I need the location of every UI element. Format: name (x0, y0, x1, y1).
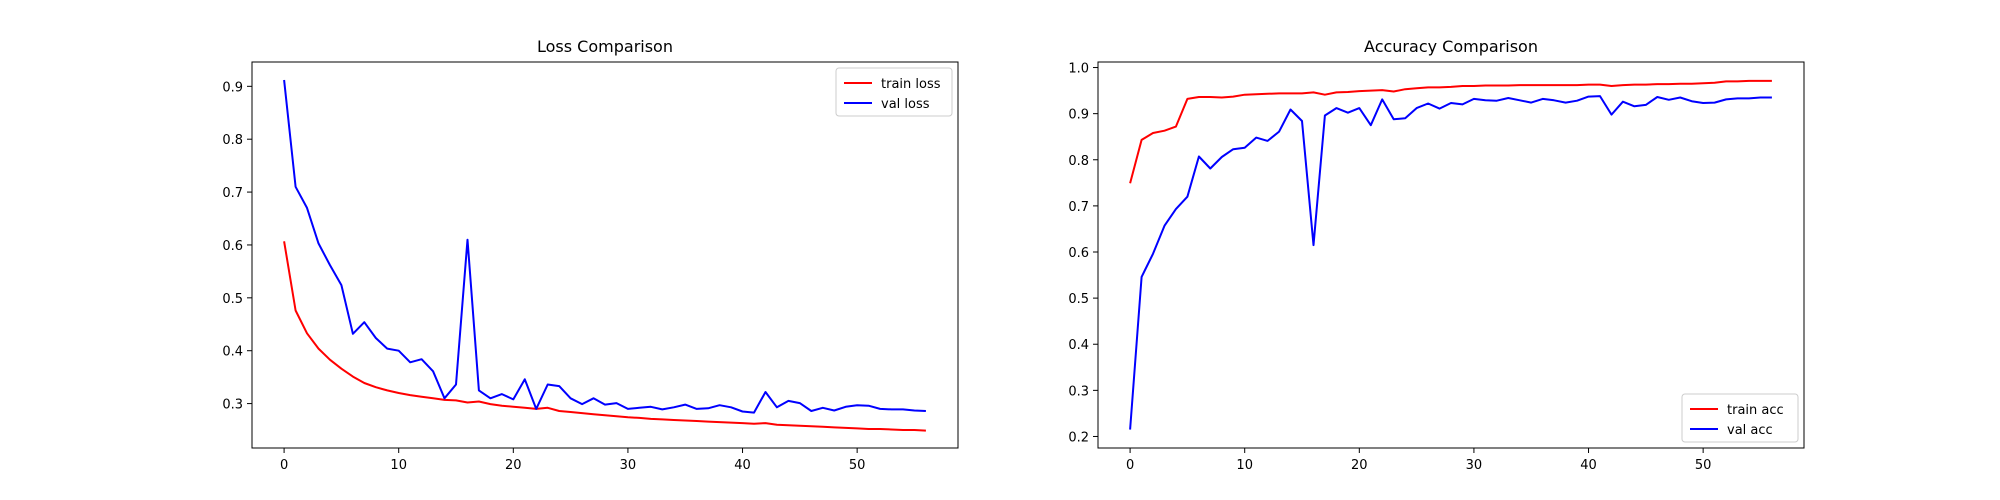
series-line-val-acc (1129, 95, 1772, 430)
y-tick-label: 0.5 (1068, 292, 1089, 307)
x-tick-label: 0 (280, 458, 288, 473)
y-tick-label: 0.3 (1068, 384, 1089, 399)
y-tick-label: 0.9 (222, 80, 243, 95)
series-line-val-loss (283, 79, 926, 414)
x-tick-label: 40 (1580, 458, 1597, 473)
y-tick-label: 0.2 (1068, 430, 1089, 445)
y-tick-label: 0.7 (222, 186, 243, 201)
y-tick-label: 0.3 (222, 398, 243, 413)
chart-title: Loss Comparison (537, 37, 673, 56)
x-tick-label: 20 (505, 458, 522, 473)
x-tick-label: 50 (1695, 458, 1712, 473)
plot-frame (251, 61, 959, 449)
chart-2: Accuracy Comparison 0 10 20 30 40 50 0.2 0.3 0.4 0… (1068, 37, 1805, 473)
y-tick-label: 0.6 (1068, 246, 1089, 261)
x-tick-label: 50 (849, 458, 866, 473)
legend-label: train loss (881, 77, 941, 92)
y-tick-label: 0.4 (1068, 338, 1089, 353)
x-tick-label: 20 (1351, 458, 1368, 473)
y-tick-label: 0.6 (222, 239, 243, 254)
x-tick-label: 10 (1236, 458, 1253, 473)
chart-title: Accuracy Comparison (1364, 37, 1538, 56)
y-tick-label: 0.8 (1068, 154, 1089, 169)
series-line-train-acc (1129, 79, 1772, 184)
legend: train acc val acc (1681, 393, 1799, 443)
legend-label: val acc (1727, 423, 1773, 438)
series-line-train-loss (283, 241, 926, 432)
legend-label: train acc (1727, 403, 1784, 418)
y-tick-label: 1.0 (1068, 62, 1089, 77)
chart-1: Loss Comparison 0 10 20 30 40 50 0.3 0.4 0.5 0.6 0.… (222, 37, 959, 473)
y-tick-label: 0.9 (1068, 108, 1089, 123)
y-tick-label: 0.4 (222, 345, 243, 360)
x-tick-label: 30 (1466, 458, 1483, 473)
legend: train loss val loss (835, 67, 953, 117)
y-tick-label: 0.7 (1068, 200, 1089, 215)
x-tick-label: 0 (1126, 458, 1134, 473)
legend-label: val loss (881, 97, 930, 112)
x-tick-label: 30 (620, 458, 637, 473)
x-tick-label: 40 (734, 458, 751, 473)
x-tick-label: 10 (390, 458, 407, 473)
y-tick-label: 0.5 (222, 292, 243, 307)
plot-frame (1097, 61, 1805, 449)
y-tick-label: 0.8 (222, 133, 243, 148)
